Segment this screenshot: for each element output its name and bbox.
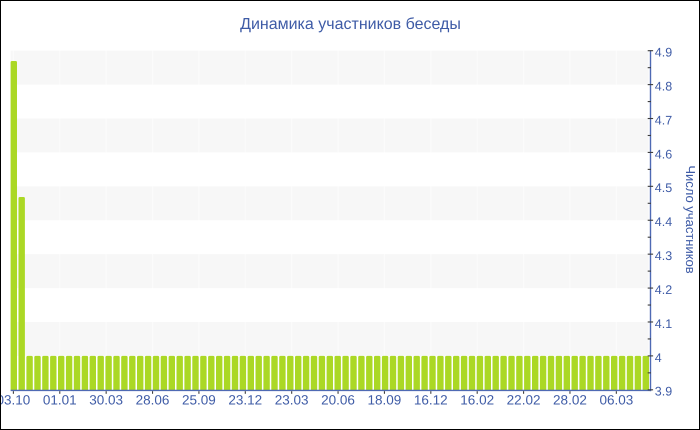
svg-text:4.1: 4.1 bbox=[655, 317, 672, 331]
svg-text:03.10: 03.10 bbox=[0, 393, 30, 408]
svg-text:28.06: 28.06 bbox=[136, 393, 170, 408]
svg-text:16.02: 16.02 bbox=[460, 393, 494, 408]
svg-text:18.09: 18.09 bbox=[368, 393, 402, 408]
svg-text:4.2: 4.2 bbox=[655, 283, 672, 297]
svg-text:22.02: 22.02 bbox=[507, 393, 541, 408]
svg-text:30.03: 30.03 bbox=[89, 393, 123, 408]
svg-text:Динамика участников беседы: Динамика участников беседы bbox=[240, 16, 461, 33]
svg-text:4.3: 4.3 bbox=[655, 249, 672, 263]
svg-text:4.8: 4.8 bbox=[655, 80, 672, 94]
svg-text:Число участников: Число участников bbox=[683, 165, 698, 273]
svg-text:01.01: 01.01 bbox=[43, 393, 77, 408]
svg-text:23.03: 23.03 bbox=[275, 393, 309, 408]
svg-text:28.02: 28.02 bbox=[553, 393, 587, 408]
svg-text:23.12: 23.12 bbox=[228, 393, 262, 408]
svg-text:4.7: 4.7 bbox=[655, 113, 672, 127]
svg-text:4.6: 4.6 bbox=[655, 147, 672, 161]
svg-text:4: 4 bbox=[655, 351, 662, 365]
svg-text:25.09: 25.09 bbox=[182, 393, 216, 408]
svg-text:20.06: 20.06 bbox=[321, 393, 355, 408]
svg-text:4.9: 4.9 bbox=[655, 46, 672, 60]
svg-text:16.12: 16.12 bbox=[414, 393, 448, 408]
svg-text:4.5: 4.5 bbox=[655, 181, 672, 195]
svg-text:4.4: 4.4 bbox=[655, 215, 672, 229]
svg-text:06.03: 06.03 bbox=[599, 393, 633, 408]
svg-text:3.9: 3.9 bbox=[655, 385, 672, 399]
